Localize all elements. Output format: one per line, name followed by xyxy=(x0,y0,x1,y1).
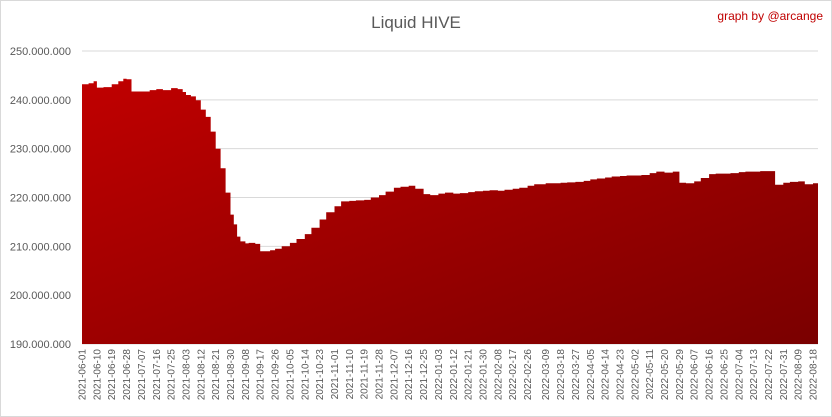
x-tick-label: 2021-06-19 xyxy=(107,349,118,401)
x-tick-label: 2021-10-23 xyxy=(315,349,326,401)
y-tick-label: 250.000.000 xyxy=(10,46,71,58)
x-tick-label: 2022-05-11 xyxy=(645,349,656,400)
x-tick-label: 2021-08-21 xyxy=(211,349,222,401)
x-tick-label: 2021-08-12 xyxy=(196,349,207,401)
x-tick-label: 2022-05-29 xyxy=(675,349,686,401)
y-tick-label: 200.000.000 xyxy=(10,290,71,302)
x-tick-label: 2022-02-17 xyxy=(508,349,519,401)
x-tick-label: 2021-12-16 xyxy=(404,349,415,401)
x-tick-label: 2021-07-16 xyxy=(152,349,163,401)
y-tick-label: 220.000.000 xyxy=(10,193,71,205)
x-tick-label: 2022-01-30 xyxy=(479,349,490,401)
x-tick-label: 2021-12-25 xyxy=(419,349,430,401)
x-tick-label: 2022-06-07 xyxy=(690,349,701,401)
x-tick-label: 2022-03-18 xyxy=(556,349,567,401)
x-axis-ticks: 2021-06-01 2021-06-10 2021-06-19 2021-06-28… xyxy=(78,349,820,401)
x-tick-label: 2022-03-09 xyxy=(541,349,552,401)
x-tick-label: 2021-09-17 xyxy=(256,349,267,401)
y-tick-label: 190.000.000 xyxy=(10,339,71,351)
x-tick-label: 2022-06-16 xyxy=(705,349,716,401)
chart-credit: graph by @arcange xyxy=(717,9,823,23)
y-tick-label: 230.000.000 xyxy=(10,144,71,156)
x-tick-label: 2022-04-05 xyxy=(586,349,597,401)
y-tick-label: 210.000.000 xyxy=(10,241,71,253)
x-tick-label: 2022-05-20 xyxy=(660,349,671,401)
x-tick-label: 2022-01-03 xyxy=(434,349,445,401)
x-tick-label: 2021-10-14 xyxy=(300,349,311,401)
x-tick-label: 2022-01-12 xyxy=(449,349,460,401)
series-area xyxy=(82,78,818,345)
x-tick-label: 2022-06-25 xyxy=(719,349,730,401)
x-tick-label: 2022-02-08 xyxy=(493,349,504,401)
x-tick-label: 2021-08-03 xyxy=(182,349,193,401)
x-tick-label: 2022-07-13 xyxy=(749,349,760,401)
chart-title: Liquid HIVE xyxy=(371,13,461,32)
x-tick-label: 2022-04-23 xyxy=(616,349,627,401)
x-tick-label: 2022-07-31 xyxy=(779,349,790,401)
x-tick-label: 2022-08-18 xyxy=(809,349,820,401)
x-tick-label: 2021-08-30 xyxy=(226,349,237,401)
x-tick-label: 2022-05-02 xyxy=(630,349,641,401)
x-tick-label: 2021-07-07 xyxy=(137,349,148,401)
x-tick-label: 2021-06-01 xyxy=(78,349,89,401)
x-tick-label: 2022-01-21 xyxy=(464,349,475,401)
x-tick-label: 2021-06-28 xyxy=(122,349,133,401)
x-tick-label: 2022-03-27 xyxy=(571,349,582,401)
y-axis-ticks: 190.000.000 200.000.000 210.000.000 220.000… xyxy=(10,46,71,351)
x-tick-label: 2021-12-07 xyxy=(389,349,400,401)
y-tick-label: 240.000.000 xyxy=(10,95,71,107)
x-tick-label: 2021-09-08 xyxy=(241,349,252,401)
x-tick-label: 2022-07-04 xyxy=(734,349,745,401)
x-tick-label: 2021-11-01 xyxy=(330,349,341,400)
x-tick-label: 2021-11-10 xyxy=(345,349,356,400)
x-tick-label: 2022-07-22 xyxy=(764,349,775,401)
x-tick-label: 2022-08-09 xyxy=(794,349,805,401)
x-tick-label: 2021-11-28 xyxy=(375,349,386,400)
x-tick-label: 2021-09-26 xyxy=(271,349,282,401)
x-tick-label: 2021-07-25 xyxy=(167,349,178,401)
x-tick-label: 2022-02-26 xyxy=(523,349,534,401)
x-tick-label: 2021-06-10 xyxy=(92,349,103,401)
x-tick-label: 2021-10-05 xyxy=(285,349,296,401)
x-tick-label: 2021-11-19 xyxy=(360,349,371,400)
x-tick-label: 2022-04-14 xyxy=(601,349,612,401)
